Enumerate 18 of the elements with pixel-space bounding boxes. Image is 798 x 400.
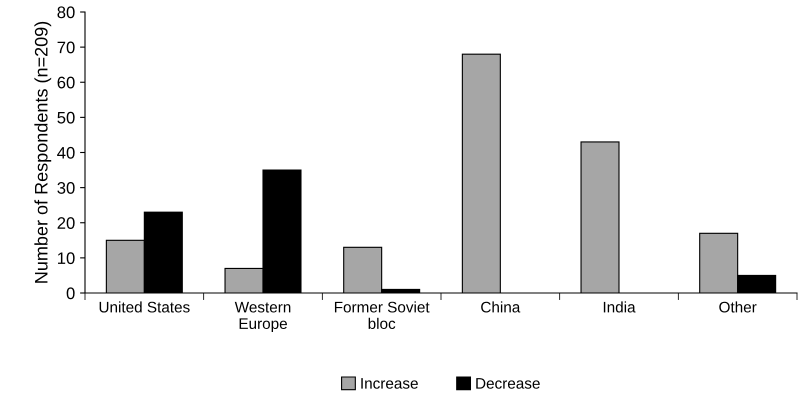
legend-label: Decrease [476,378,540,389]
y-tick-label: 40 [57,146,75,159]
x-tick-label: United States [100,301,190,313]
y-tick-label: 10 [58,252,75,264]
y-tick-label: 80 [57,6,75,18]
legend-label: Increase [361,378,418,389]
x-tick-label: Former Soviet bloc [334,301,430,330]
x-tick-label: India [604,301,636,313]
y-tick-label: 30 [57,182,75,194]
y-tick-label: 50 [57,112,75,124]
x-tick-label: Other [719,301,757,313]
y-axis-title: Number of Respondents (n=209) [34,22,52,283]
y-tick-label: 70 [58,42,75,54]
x-tick-label: China [481,301,520,313]
x-tick-label: Western Europe [234,302,290,332]
y-tick-label: 60 [58,76,75,88]
y-tick-label: 20 [58,217,75,229]
y-tick-label: 0 [66,287,75,300]
